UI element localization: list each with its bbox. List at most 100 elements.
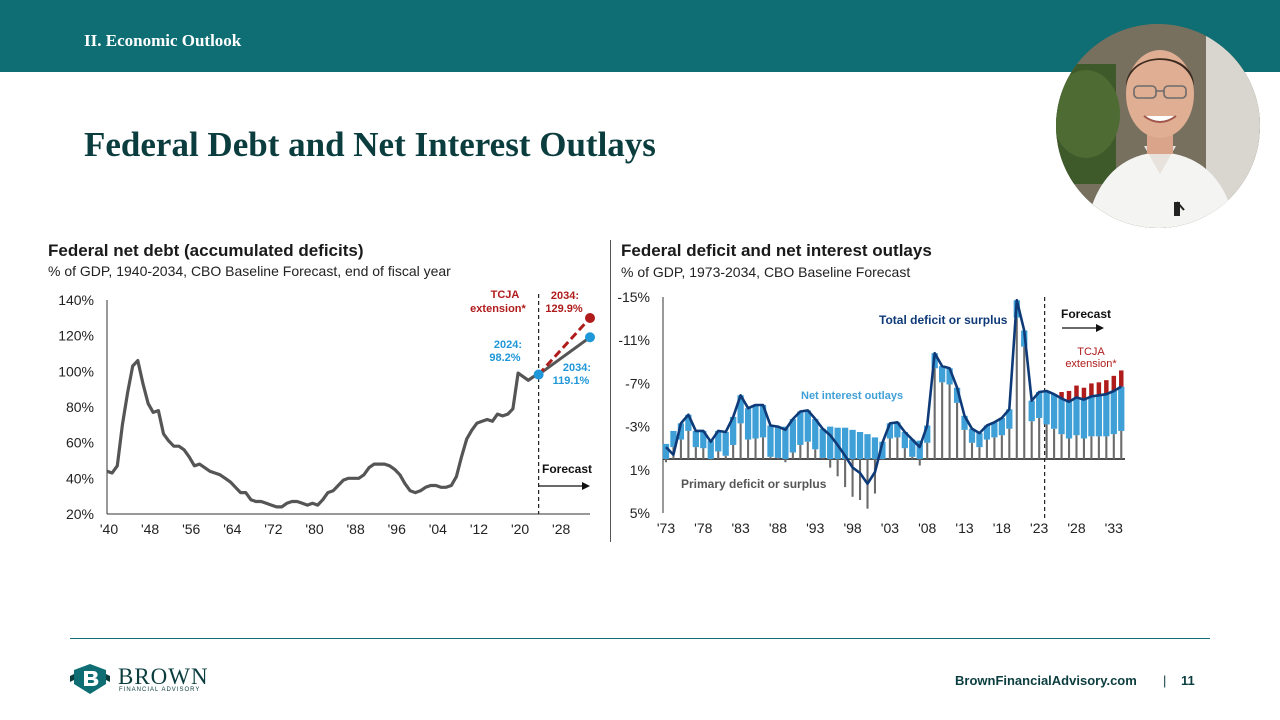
primary-deficit-bar — [1023, 346, 1026, 459]
net-interest-bar — [961, 415, 968, 430]
tcja-extension-bar — [1066, 390, 1072, 402]
net-interest-bar — [774, 426, 782, 458]
net-interest-bar — [916, 440, 923, 459]
tcja-extension-bar — [1081, 387, 1087, 400]
net-interest-bar — [782, 426, 789, 459]
net-interest-bar — [1043, 390, 1050, 425]
net-interest-bar — [946, 368, 953, 385]
net-interest-bar — [789, 419, 797, 453]
net-interest-bar — [730, 416, 737, 445]
net-interest-bar — [677, 423, 685, 440]
net-interest-bar — [804, 410, 811, 442]
net-interest-bar — [662, 443, 670, 459]
footer-url-link[interactable]: BrownFinancialAdvisory.com — [955, 673, 1137, 688]
primary-deficit-bar — [717, 451, 720, 459]
net-interest-bar — [1050, 394, 1058, 429]
deficit-y-tick-label: -15% — [617, 289, 650, 305]
debt-chart: 20% 40% 60% 80% 100% 120% 140% '40 '48 '56 '64 '72 '… — [58, 289, 595, 537]
net-interest-bar — [744, 408, 752, 440]
total-deficit-label: Total deficit or surplus — [879, 313, 1008, 327]
net-interest-bar — [909, 439, 916, 457]
primary-deficit-bar — [739, 423, 742, 459]
net-interest-bar — [1006, 409, 1013, 429]
brand-subtitle: FINANCIAL ADVISORY — [119, 687, 201, 693]
primary-deficit-bar — [978, 447, 981, 459]
deficit-x-tick-label: '18 — [993, 520, 1011, 536]
primary-deficit-bar — [926, 442, 929, 459]
forecast-2034-label: 2034: — [563, 362, 591, 374]
primary-deficit-bar — [985, 439, 988, 459]
primary-deficit-bar — [1082, 438, 1085, 459]
debt-x-tick-label: '12 — [470, 521, 488, 537]
debt-chart-annotations: TCJA extension* 2034: 129.9% 2024: 98.2%… — [470, 289, 592, 490]
deficit-x-tick-label: '33 — [1105, 520, 1123, 536]
net-interest-bar — [871, 437, 879, 459]
forecast-2034-value: 119.1% — [553, 375, 590, 387]
primary-deficit-bar — [761, 437, 765, 459]
net-interest-bar — [1073, 397, 1080, 436]
net-interest-bar — [797, 411, 804, 445]
net-interest-bar — [767, 425, 774, 457]
debt-x-tick-label: '80 — [305, 521, 323, 537]
debt-y-tick-label: 40% — [66, 470, 94, 486]
net-interest-bar — [1088, 396, 1095, 437]
net-interest-bar — [1080, 399, 1088, 439]
debt-x-tick-label: '04 — [429, 521, 447, 537]
primary-deficit-bar — [694, 447, 697, 459]
tcja-extension-bar — [1096, 382, 1102, 396]
primary-deficit-bar — [836, 459, 839, 477]
net-interest-bar — [983, 425, 991, 440]
primary-deficit-bar — [851, 459, 854, 497]
brand-name: BROWN — [118, 664, 209, 689]
net-interest-bar — [976, 433, 983, 448]
tcja-extension-bar — [1104, 380, 1109, 395]
debt-x-tick-label: '56 — [182, 521, 200, 537]
value-2024: 98.2% — [489, 352, 520, 364]
primary-deficit-bar — [1112, 434, 1115, 459]
deficit-x-tick-label: '08 — [918, 520, 936, 536]
presenter-webcam — [1056, 24, 1260, 228]
net-interest-bar — [685, 414, 692, 431]
page-number: 11 — [1181, 673, 1195, 688]
deficit-y-tick-label: 1% — [630, 462, 650, 478]
primary-deficit-bar — [1008, 428, 1011, 459]
primary-deficit-bar — [791, 452, 794, 459]
forecast-arrow-head — [582, 482, 590, 490]
debt-y-tick-label: 120% — [58, 328, 94, 344]
debt-tcja-point-2034 — [585, 313, 595, 324]
deficit-x-tick-label: '03 — [881, 520, 899, 536]
debt-x-tick-label: '40 — [100, 521, 118, 537]
deficit-chart-marks — [662, 298, 1125, 509]
deficit-x-tick-label: '23 — [1030, 520, 1048, 536]
primary-deficit-bar — [1060, 434, 1063, 459]
primary-deficit-bar — [948, 384, 951, 459]
primary-deficit-bar — [814, 449, 817, 459]
tcja-extension-bar — [1119, 370, 1124, 387]
section-label: II. Economic Outlook — [84, 31, 242, 50]
debt-y-tick-label: 60% — [66, 435, 94, 451]
primary-deficit-bar — [679, 439, 682, 459]
debt-chart-axes: 20% 40% 60% 80% 100% 120% 140% '40 '48 '56 '64 '72 '… — [58, 292, 590, 537]
net-interest-bar — [879, 441, 886, 459]
net-interest-bar — [692, 430, 699, 448]
deficit-tcja-label-2: extension* — [1065, 358, 1117, 370]
primary-deficit-bar — [776, 457, 779, 459]
primary-deficit-bar — [1090, 436, 1093, 459]
deficit-forecast-label: Forecast — [1061, 307, 1111, 321]
deficit-y-tick-label: 5% — [630, 505, 650, 521]
primary-deficit-bar — [709, 459, 712, 461]
net-interest-bar — [1095, 395, 1103, 437]
primary-deficit-bar — [844, 459, 847, 488]
primary-deficit-bar — [963, 429, 966, 459]
brown-logo-icon — [70, 664, 110, 694]
primary-deficit-bar — [829, 459, 832, 468]
primary-deficit-bar — [784, 459, 787, 463]
net-interest-bar — [670, 430, 677, 448]
primary-deficit-bar — [993, 437, 996, 459]
net-interest-bar — [752, 405, 759, 439]
primary-deficit-bar — [799, 444, 802, 459]
debt-y-tick-label: 80% — [66, 399, 94, 415]
debt-chart-marks — [106, 313, 595, 509]
forecast-label: Forecast — [542, 462, 592, 476]
net-interest-bar — [1036, 392, 1043, 418]
